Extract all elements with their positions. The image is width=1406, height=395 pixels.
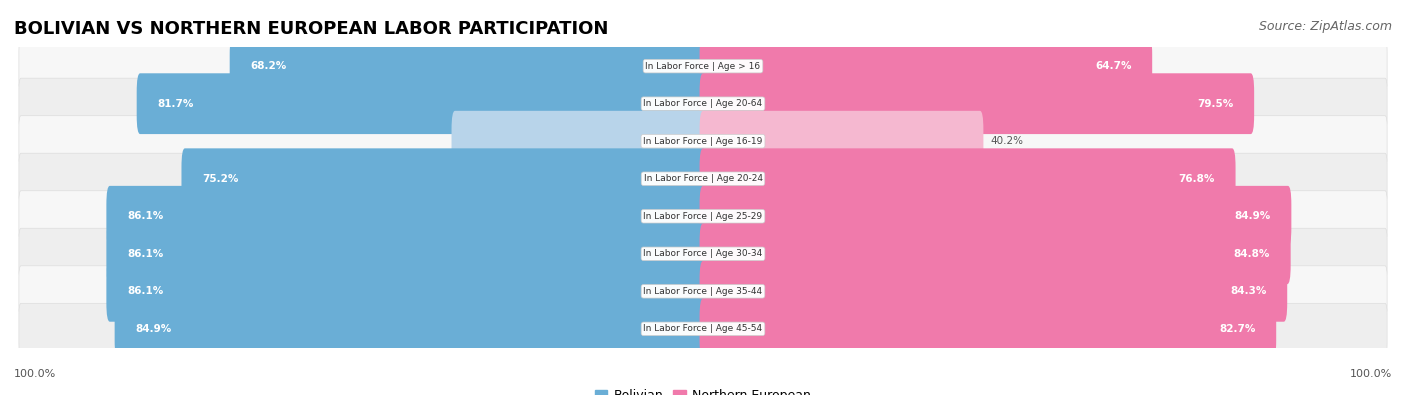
Text: In Labor Force | Age > 16: In Labor Force | Age > 16 (645, 62, 761, 71)
Text: 75.2%: 75.2% (202, 174, 239, 184)
FancyBboxPatch shape (451, 111, 706, 171)
FancyBboxPatch shape (136, 73, 706, 134)
Text: 68.2%: 68.2% (250, 61, 287, 71)
FancyBboxPatch shape (115, 299, 706, 359)
Text: In Labor Force | Age 25-29: In Labor Force | Age 25-29 (644, 212, 762, 221)
FancyBboxPatch shape (700, 261, 1288, 322)
Text: 64.7%: 64.7% (1095, 61, 1132, 71)
FancyBboxPatch shape (700, 111, 983, 171)
FancyBboxPatch shape (18, 266, 1388, 317)
FancyBboxPatch shape (700, 186, 1291, 246)
Text: In Labor Force | Age 16-19: In Labor Force | Age 16-19 (644, 137, 762, 146)
FancyBboxPatch shape (700, 73, 1254, 134)
FancyBboxPatch shape (107, 261, 706, 322)
Text: In Labor Force | Age 20-24: In Labor Force | Age 20-24 (644, 174, 762, 183)
Text: 100.0%: 100.0% (14, 369, 56, 379)
Text: In Labor Force | Age 30-34: In Labor Force | Age 30-34 (644, 249, 762, 258)
FancyBboxPatch shape (181, 149, 706, 209)
Text: 84.9%: 84.9% (135, 324, 172, 334)
Text: 86.1%: 86.1% (127, 211, 163, 221)
FancyBboxPatch shape (700, 299, 1277, 359)
Text: 79.5%: 79.5% (1198, 99, 1233, 109)
FancyBboxPatch shape (229, 36, 706, 96)
Text: 84.9%: 84.9% (1234, 211, 1271, 221)
FancyBboxPatch shape (18, 191, 1388, 242)
FancyBboxPatch shape (107, 186, 706, 246)
Text: BOLIVIAN VS NORTHERN EUROPEAN LABOR PARTICIPATION: BOLIVIAN VS NORTHERN EUROPEAN LABOR PART… (14, 20, 609, 38)
FancyBboxPatch shape (18, 153, 1388, 204)
Text: In Labor Force | Age 20-64: In Labor Force | Age 20-64 (644, 99, 762, 108)
FancyBboxPatch shape (107, 224, 706, 284)
FancyBboxPatch shape (18, 41, 1388, 92)
Legend: Bolivian, Northern European: Bolivian, Northern European (591, 384, 815, 395)
Text: 76.8%: 76.8% (1178, 174, 1215, 184)
Text: 86.1%: 86.1% (127, 286, 163, 296)
FancyBboxPatch shape (700, 149, 1236, 209)
FancyBboxPatch shape (700, 36, 1152, 96)
Text: 82.7%: 82.7% (1219, 324, 1256, 334)
Text: 81.7%: 81.7% (157, 99, 194, 109)
Text: 40.2%: 40.2% (990, 136, 1024, 146)
FancyBboxPatch shape (18, 303, 1388, 354)
Text: 86.1%: 86.1% (127, 249, 163, 259)
Text: 84.8%: 84.8% (1233, 249, 1270, 259)
Text: Source: ZipAtlas.com: Source: ZipAtlas.com (1258, 20, 1392, 33)
FancyBboxPatch shape (18, 78, 1388, 129)
Text: 36.0%: 36.0% (713, 136, 747, 146)
Text: In Labor Force | Age 45-54: In Labor Force | Age 45-54 (644, 324, 762, 333)
FancyBboxPatch shape (18, 116, 1388, 167)
FancyBboxPatch shape (700, 224, 1291, 284)
Text: 84.3%: 84.3% (1230, 286, 1267, 296)
Text: 100.0%: 100.0% (1350, 369, 1392, 379)
FancyBboxPatch shape (18, 228, 1388, 279)
Text: In Labor Force | Age 35-44: In Labor Force | Age 35-44 (644, 287, 762, 296)
